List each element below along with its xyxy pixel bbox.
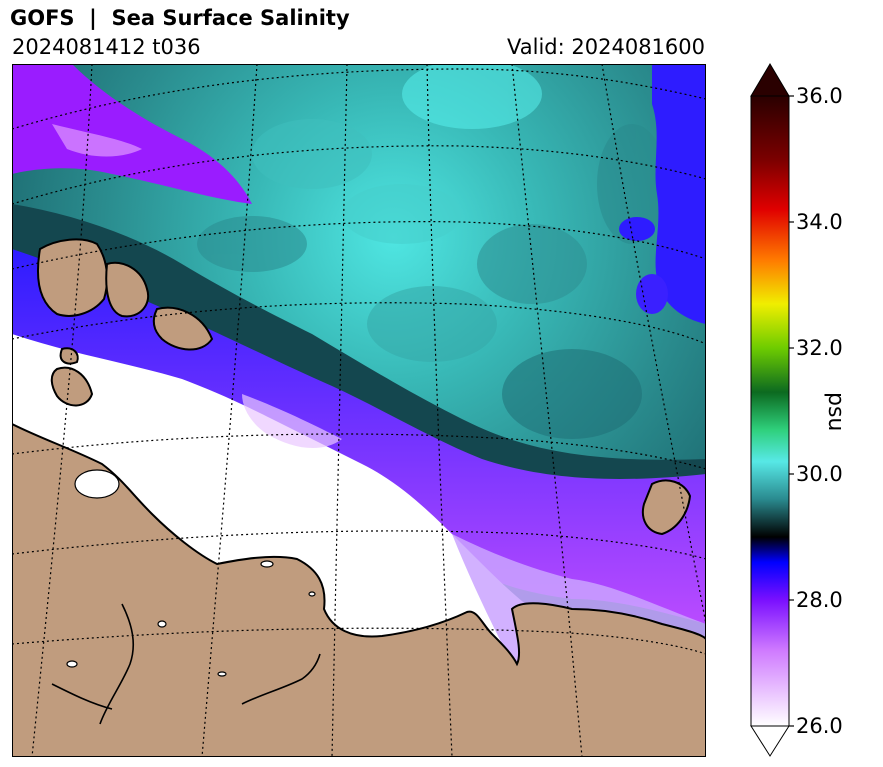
northwest-purple (12, 64, 252, 204)
colorbar-gradient (750, 95, 790, 727)
coastline-details (51, 603, 321, 725)
coastal-lakes (66, 469, 316, 677)
colorbar-tick-label: 28.0 (796, 588, 843, 612)
northeast-blue-patch (619, 217, 655, 241)
salinity-colorbar (750, 63, 794, 757)
map-title: GOFS | Sea Surface Salinity (10, 6, 350, 30)
colorbar-ticks (789, 95, 794, 727)
northwest-purple-light (52, 124, 142, 157)
colorbar-lower-extension (750, 725, 790, 757)
graticule (12, 64, 706, 757)
landmasses (12, 238, 706, 757)
northeast-blue-edge (652, 64, 706, 324)
colorbar-tick-label: 32.0 (796, 336, 843, 360)
colorbar-tick-label: 36.0 (796, 84, 843, 108)
east-blue-patch (636, 274, 668, 314)
valid-time-label: Valid: 2024081600 (507, 35, 705, 59)
run-time-label: 2024081412 t036 (12, 35, 201, 59)
colorbar-tick-label: 30.0 (796, 462, 843, 486)
salinity-map[interactable] (12, 64, 706, 757)
dark-teal-front (12, 204, 706, 498)
teal-patches (197, 64, 667, 439)
colorbar-unit-label: psu (823, 392, 848, 432)
colorbar-tick-label: 34.0 (796, 210, 843, 234)
colorbar-upper-extension (750, 63, 790, 97)
colorbar-tick-label: 26.0 (796, 714, 843, 738)
